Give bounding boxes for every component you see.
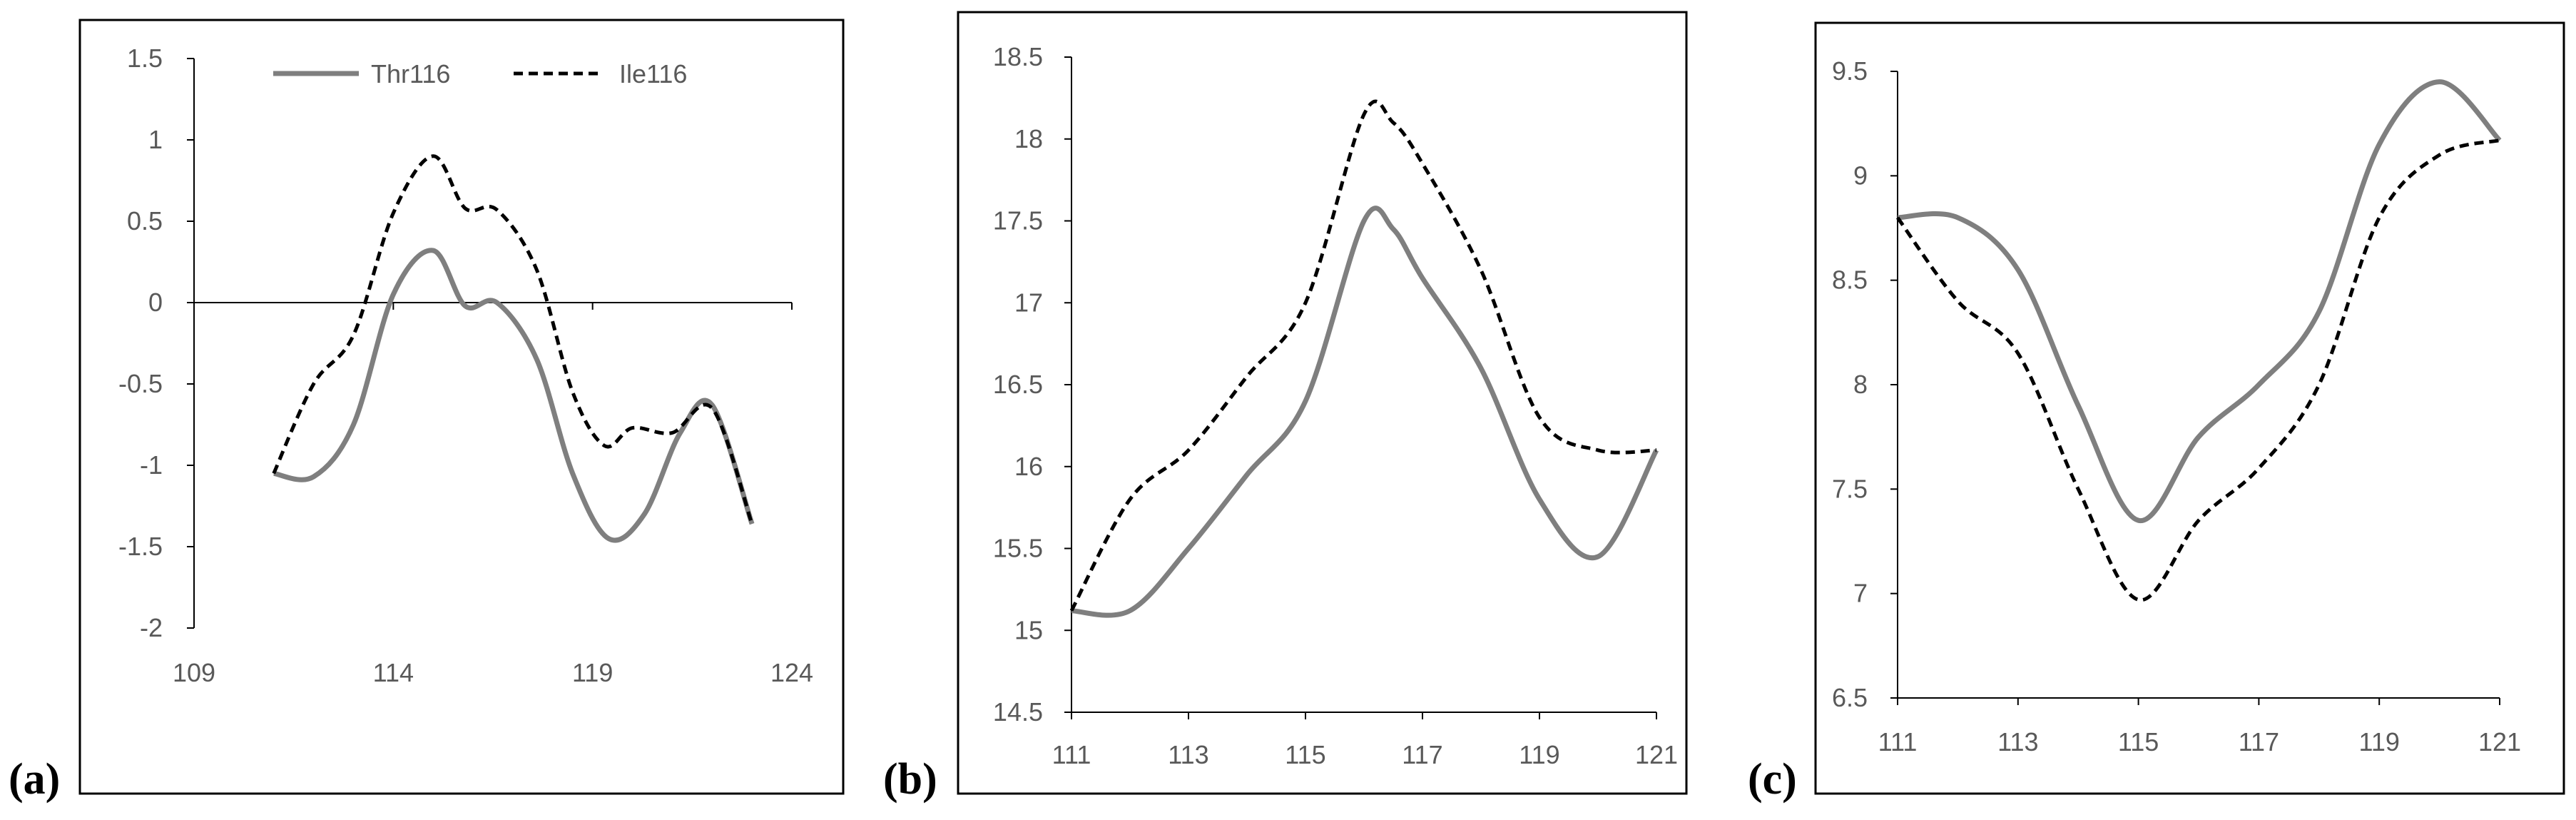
- panel-c-frame: [1814, 21, 2565, 795]
- x-tick-label: 111: [1878, 727, 1918, 756]
- y-tick-label: 17.5: [993, 206, 1043, 236]
- x-tick-label: 114: [373, 658, 414, 687]
- y-tick-label: -1: [140, 450, 163, 480]
- panel-label-a: (a): [9, 755, 60, 804]
- plot-a: 1.5 1 0.5 0 -0.5 -1 -1.5 -2 109 114 119 124: [118, 44, 813, 687]
- x-tick-label: 111: [1052, 740, 1091, 769]
- x-tick-label: 109: [173, 658, 215, 687]
- y-tick-label: 14.5: [993, 697, 1043, 727]
- legend-ile-label: Ile116: [619, 59, 687, 88]
- series-line-thr116-a: [273, 248, 755, 543]
- series-line-thr116-b: [1071, 206, 1659, 618]
- y-tick-label: 16.5: [993, 370, 1043, 399]
- x-tick-label: 124: [770, 658, 813, 687]
- y-tick-label: 9.5: [1832, 56, 1868, 86]
- y-tick-label: 18: [1014, 124, 1043, 153]
- panel-label-c: (c): [1748, 755, 1797, 804]
- y-tick-label: 8.5: [1832, 265, 1868, 295]
- x-tick-label: 117: [1402, 740, 1442, 769]
- y-tick-label: -0.5: [118, 369, 163, 398]
- y-tick-label: 8: [1853, 370, 1868, 399]
- legend: Thr116 Ile116: [273, 59, 687, 88]
- y-tick-label: 0: [148, 288, 163, 317]
- series-line-ile116-c: [1895, 138, 2500, 602]
- x-tick-label: 119: [1519, 740, 1559, 769]
- y-tick-label: 6.5: [1832, 683, 1868, 712]
- y-tick-label: 15: [1014, 615, 1043, 644]
- y-tick-label: 17: [1014, 288, 1043, 317]
- x-tick-label: 121: [1635, 740, 1678, 769]
- y-tick-label: 9: [1853, 161, 1868, 190]
- y-tick-label: -2: [140, 613, 163, 642]
- plot-c: 9.5 9 8.5 8 7.5 7 6.5 111 113 115 117 119 121: [1832, 56, 2521, 756]
- series-line-ile116-b: [1069, 99, 1657, 612]
- panel-label-b: (b): [883, 755, 937, 804]
- x-tick-label: 121: [2478, 727, 2521, 756]
- x-tick-label: 113: [1168, 740, 1208, 769]
- panel-b-frame: [957, 11, 1688, 795]
- y-tick-label: 7: [1853, 579, 1868, 608]
- plot-b: 18.5 18 17.5 17 16.5 16 15.5 15 14.5 111 113 115 117…: [993, 42, 1678, 769]
- x-tick-label: 115: [1285, 740, 1325, 769]
- y-tick-label: 1.5: [127, 44, 163, 73]
- y-tick-label: 1: [148, 125, 163, 154]
- y-tick-label: 0.5: [127, 206, 163, 236]
- x-tick-label: 115: [2118, 727, 2159, 756]
- x-tick-label: 113: [1997, 727, 2038, 756]
- series-line-thr116-c: [1897, 79, 2502, 523]
- y-tick-label: 18.5: [993, 42, 1043, 71]
- x-tick-label: 117: [2239, 727, 2279, 756]
- y-tick-label: 15.5: [993, 534, 1043, 563]
- series-line-ile116-a: [272, 154, 754, 525]
- legend-thr-label: Thr116: [371, 59, 450, 88]
- y-tick-label: 16: [1014, 452, 1043, 481]
- panel-a-frame: [78, 19, 845, 795]
- y-tick-label: 7.5: [1832, 474, 1868, 503]
- y-tick-label: -1.5: [118, 532, 163, 561]
- x-tick-label: 119: [2358, 727, 2399, 756]
- x-tick-label: 119: [572, 658, 613, 687]
